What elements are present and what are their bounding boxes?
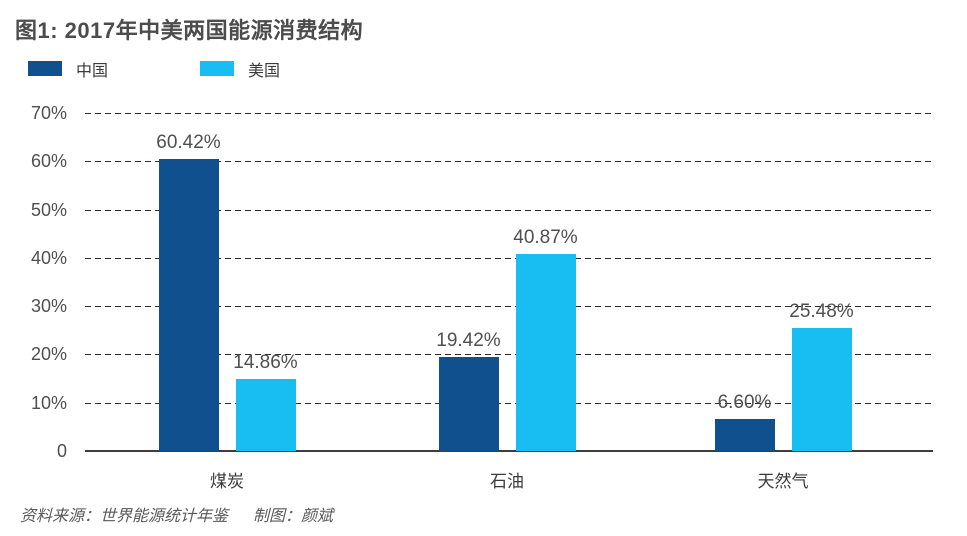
legend-label-usa: 美国 [248,62,281,80]
legend-item-usa: 美国 [200,60,280,80]
gridline-30 [85,306,933,308]
x-axis-line [85,450,933,452]
gridline-10 [85,402,933,404]
value-label-china-natural-gas: 6.60% [717,392,772,414]
gridline-20 [85,354,933,356]
gridline-50 [85,209,933,211]
y-tick-label-20: 20% [30,344,67,365]
value-label-china-oil: 19.42% [436,330,501,352]
bar-china-oil [438,357,499,451]
bar-usa-oil [515,253,576,451]
y-tick-label-10: 10% [30,392,67,413]
bar-usa-natural-gas [791,327,852,451]
legend-label-china: 中国 [76,62,109,80]
plot-area [85,113,933,452]
value-label-usa-coal: 14.86% [233,352,298,374]
bar-usa-coal [235,379,296,451]
value-label-usa-oil: 40.87% [513,226,578,248]
y-tick-label-40: 40% [30,247,67,268]
y-tick-label-70: 70% [30,103,67,123]
gridline-70 [85,113,933,114]
credit-note: 制图：颜斌 [253,508,334,525]
gridline-40 [85,257,933,259]
y-tick-label-30: 30% [30,296,67,317]
bar-china-coal [158,159,219,451]
source-note: 资料来源：世界能源统计年鉴 [20,508,229,525]
legend-item-china: 中国 [28,60,108,80]
category-label-oil: 石油 [490,472,524,491]
bar-china-natural-gas [714,419,775,451]
gridline-60 [85,161,933,163]
value-label-usa-natural-gas: 25.48% [789,300,854,322]
y-tick-label-50: 50% [30,199,67,220]
legend-swatch-china [28,61,62,76]
value-label-china-coal: 60.42% [156,132,221,154]
category-label-natural-gas: 天然气 [757,472,809,491]
y-tick-label-60: 60% [30,151,67,172]
legend-swatch-usa [200,61,234,76]
footer-note: 资料来源：世界能源统计年鉴 制图：颜斌 [20,502,333,526]
category-label-coal: 煤炭 [210,472,244,491]
y-tick-label-0: 0 [56,441,67,461]
chart-title: 图1: 2017年中美两国能源消费结构 [15,18,364,43]
